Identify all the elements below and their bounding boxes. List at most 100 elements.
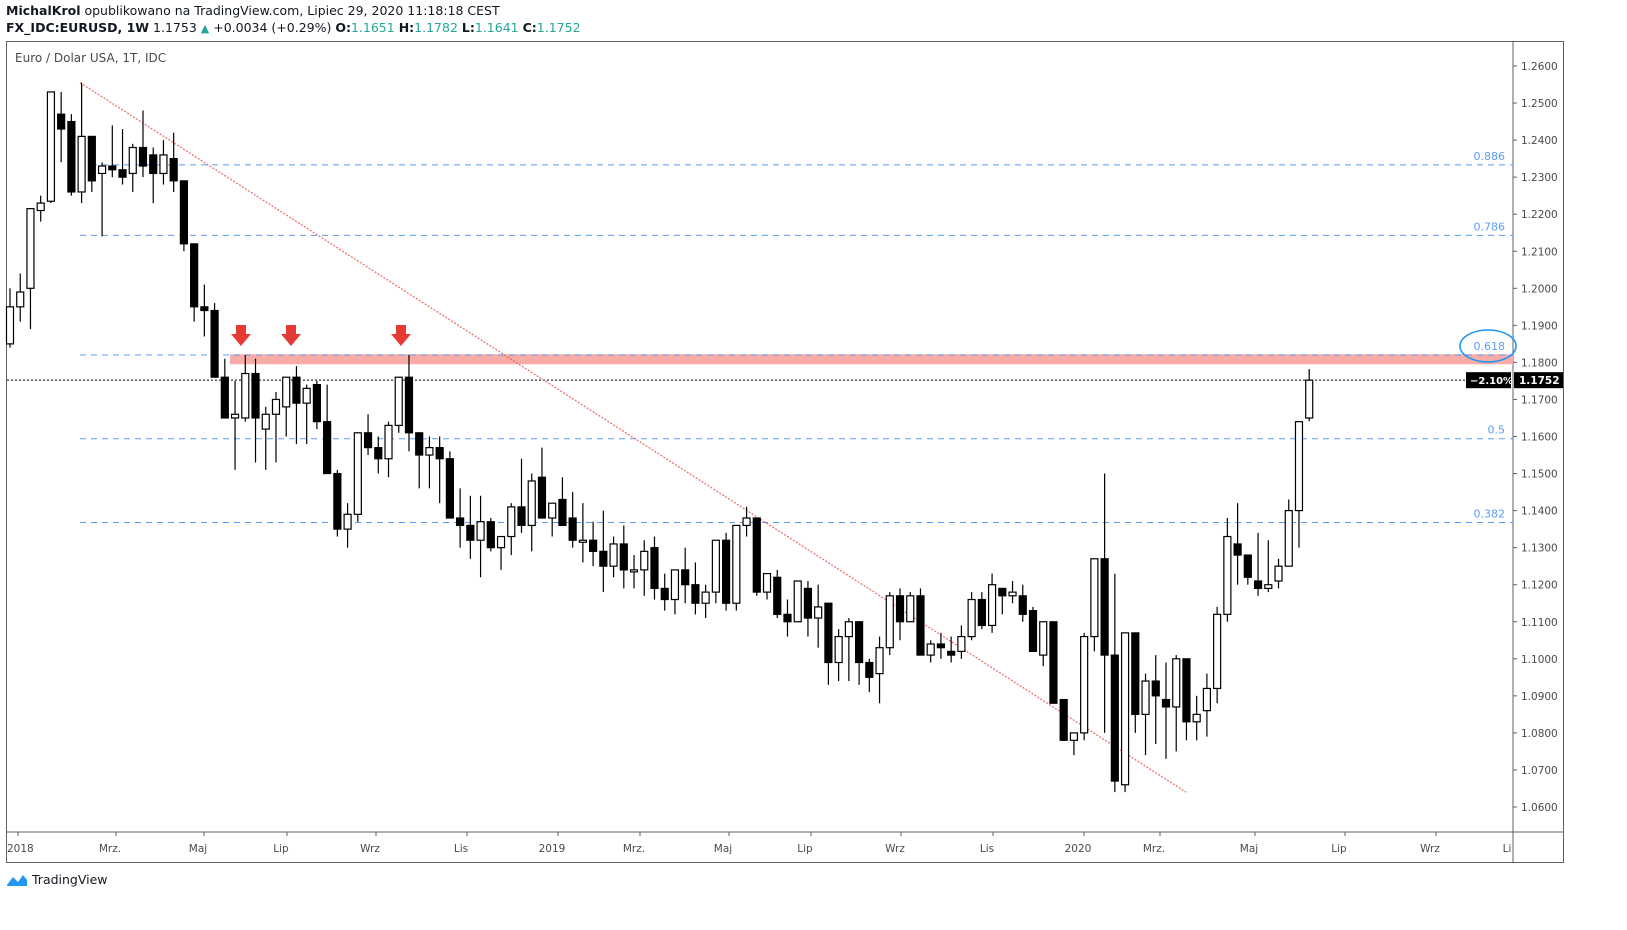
candle xyxy=(138,146,148,167)
candle xyxy=(271,398,281,415)
candle xyxy=(67,120,76,193)
candle xyxy=(589,539,598,552)
candle xyxy=(1172,658,1181,708)
candle xyxy=(384,424,393,460)
price-tick-label: 1.1200 xyxy=(1521,580,1558,592)
price-tick-label: 1.0700 xyxy=(1521,765,1558,777)
price-tick-label: 1.2500 xyxy=(1521,98,1558,110)
candle xyxy=(1039,621,1048,656)
candle xyxy=(1151,680,1160,697)
candle xyxy=(251,372,260,419)
candle xyxy=(1192,713,1201,723)
time-tick-label: Lip xyxy=(273,843,289,855)
candle xyxy=(1141,680,1150,715)
candle xyxy=(773,576,782,615)
price-tick-label: 1.1700 xyxy=(1521,394,1558,406)
candle xyxy=(691,584,700,604)
candle xyxy=(118,169,127,178)
price-tick-label: 1.1900 xyxy=(1521,320,1558,332)
candle xyxy=(1090,558,1099,638)
candle xyxy=(169,158,178,182)
candle xyxy=(5,306,15,345)
candle xyxy=(660,587,669,601)
time-tick-label: Lis xyxy=(454,843,468,855)
time-tick-label: 2020 xyxy=(1065,843,1092,855)
candle xyxy=(241,372,250,419)
close-value: 1.1752 xyxy=(536,20,581,35)
price-tick-label: 1.2000 xyxy=(1521,283,1558,295)
time-tick-label: Lip xyxy=(1331,843,1347,855)
time-axis[interactable]: 2018 Mrz. Maj Lip Wrz Lis 2019 Mrz. Maj Lip Wrz Lis… xyxy=(7,831,1563,855)
candle xyxy=(445,458,454,519)
price-axis[interactable]: 1.2600 1.2500 1.2400 1.2300 1.2200 1.2100 1.20… xyxy=(1466,42,1563,862)
time-tick-label: Maj xyxy=(189,843,207,855)
candle xyxy=(1120,632,1130,786)
candle xyxy=(803,587,813,619)
candle xyxy=(998,587,1007,597)
candle xyxy=(650,547,659,590)
candle xyxy=(1049,621,1058,704)
candle xyxy=(1161,698,1171,708)
fib-level-label: 0.382 xyxy=(1474,507,1506,520)
candle xyxy=(1202,687,1212,712)
down-arrow-icon xyxy=(391,325,411,346)
candle xyxy=(926,643,935,656)
candle xyxy=(1233,543,1242,556)
resistance-zone xyxy=(7,354,1513,381)
time-tick-label: Wrz xyxy=(1420,843,1440,855)
candle xyxy=(149,154,158,175)
candle xyxy=(711,539,720,593)
candle xyxy=(732,524,741,604)
candle xyxy=(57,113,66,130)
candle xyxy=(640,550,649,571)
candle xyxy=(26,208,35,289)
candle xyxy=(936,643,946,649)
candle xyxy=(220,376,229,419)
candle xyxy=(179,180,189,245)
price-tick-label: 1.2400 xyxy=(1521,135,1558,147)
candle xyxy=(16,291,25,308)
time-tick-label: Lis xyxy=(980,843,994,855)
candle xyxy=(1284,510,1293,567)
candle xyxy=(261,413,270,430)
price-tick-label: 1.1100 xyxy=(1521,617,1558,629)
candle xyxy=(87,135,96,182)
published-text: opublikowano na TradingView.com, Lipiec … xyxy=(84,3,500,18)
candle xyxy=(159,154,168,175)
price-tick-label: 1.1600 xyxy=(1521,432,1558,444)
trendline xyxy=(79,82,1187,793)
candle xyxy=(548,502,557,519)
last-price: 1.1753 xyxy=(153,20,197,35)
candle xyxy=(312,384,321,423)
candle xyxy=(875,647,884,675)
publish-info: MichalKrol opublikowano na TradingView.c… xyxy=(6,3,500,18)
fib-level-label: 0.618 xyxy=(1474,340,1506,353)
candle xyxy=(916,595,925,656)
chart-frame[interactable] xyxy=(6,41,1564,863)
candle xyxy=(854,621,864,664)
candle xyxy=(1069,732,1079,741)
tradingview-logo: TradingView xyxy=(6,872,108,887)
brand-name: TradingView xyxy=(32,872,108,887)
candle xyxy=(834,635,843,664)
price-change: +0.0034 (+0.29%) xyxy=(213,20,332,35)
candle xyxy=(762,572,772,593)
highlight-ellipse xyxy=(1459,329,1517,363)
time-tick-label: Maj xyxy=(1240,843,1258,855)
candle xyxy=(527,480,536,527)
candle xyxy=(1100,558,1109,656)
svg-text:−2.10%: −2.10% xyxy=(1470,376,1513,387)
candle xyxy=(282,376,291,408)
up-triangle-icon: ▲ xyxy=(200,22,210,35)
fib-retracement: 0.886 0.786 0.618 0.5 0.382 xyxy=(80,150,1513,523)
fib-level-label: 0.786 xyxy=(1474,220,1506,233)
price-tick-label: 1.2100 xyxy=(1521,246,1558,258)
close-label: C: xyxy=(522,20,537,35)
candle xyxy=(752,517,761,593)
fib-level-label: 0.886 xyxy=(1474,150,1506,163)
candle xyxy=(895,595,905,623)
time-tick-label: Mrz. xyxy=(99,843,121,855)
candle xyxy=(1080,635,1089,734)
candle xyxy=(1213,613,1222,690)
